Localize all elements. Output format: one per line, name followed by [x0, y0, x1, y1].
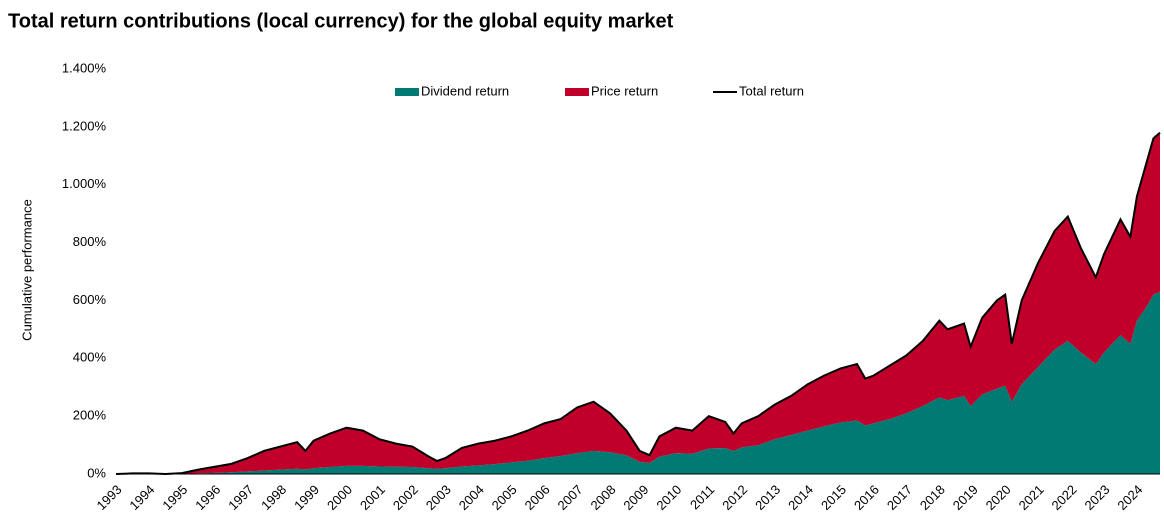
x-tick-label: 2001 — [357, 482, 388, 513]
x-tick-label: 2017 — [884, 482, 915, 513]
x-tick-label: 2018 — [917, 482, 948, 513]
y-tick-label: 1.200% — [62, 118, 107, 133]
x-tick-label: 2012 — [719, 482, 750, 513]
x-tick-label: 2015 — [818, 482, 849, 513]
x-tick-label: 2016 — [851, 482, 882, 513]
x-tick-label: 2021 — [1016, 482, 1047, 513]
x-tick-label: 2009 — [620, 482, 651, 513]
x-tick-label: 1997 — [225, 482, 256, 513]
x-tick-label: 2023 — [1082, 482, 1113, 513]
x-tick-label: 2019 — [950, 482, 981, 513]
x-tick-label: 2014 — [785, 482, 816, 513]
legend-label: Total return — [739, 83, 804, 98]
legend-swatch — [395, 88, 419, 96]
area — [116, 291, 1160, 474]
x-tick-label: 2007 — [555, 482, 586, 513]
x-tick-label: 1993 — [93, 482, 124, 513]
x-tick-label: 2013 — [752, 482, 783, 513]
x-tick-label: 2003 — [423, 482, 454, 513]
x-tick-label: 1995 — [159, 482, 190, 513]
x-tick-label: 2005 — [489, 482, 520, 513]
x-tick-label: 2004 — [456, 482, 487, 513]
x-tick-label: 2000 — [324, 482, 355, 513]
x-tick-label: 2011 — [687, 482, 717, 512]
x-tick-label: 2008 — [588, 482, 619, 513]
y-tick-label: 1.400% — [62, 60, 107, 75]
x-tick-label: 2002 — [390, 482, 421, 513]
x-tick-label: 2020 — [983, 482, 1014, 513]
x-tick-label: 2006 — [522, 482, 553, 513]
y-tick-label: 0% — [87, 465, 106, 480]
y-axis-label: Cumulative performance — [19, 199, 34, 341]
x-tick-label: 2022 — [1049, 482, 1080, 513]
chart-title: Total return contributions (local curren… — [8, 10, 674, 32]
x-tick-label: 1998 — [258, 482, 289, 513]
line — [115, 131, 1161, 476]
area — [116, 132, 1160, 474]
legend-swatch — [565, 88, 589, 96]
x-tick-label: 2024 — [1114, 482, 1145, 513]
x-tick-label: 1996 — [192, 482, 223, 513]
x-tick-label: 1999 — [291, 482, 322, 513]
y-tick-label: 600% — [73, 292, 107, 307]
y-tick-label: 1.000% — [62, 176, 107, 191]
x-tick-label: 1994 — [126, 482, 157, 513]
x-tick-label: 2010 — [653, 482, 684, 513]
y-tick-label: 400% — [73, 350, 107, 365]
legend-label: Dividend return — [421, 83, 509, 98]
y-tick-label: 800% — [73, 234, 107, 249]
y-tick-label: 200% — [73, 408, 107, 423]
legend-label: Price return — [591, 83, 658, 98]
